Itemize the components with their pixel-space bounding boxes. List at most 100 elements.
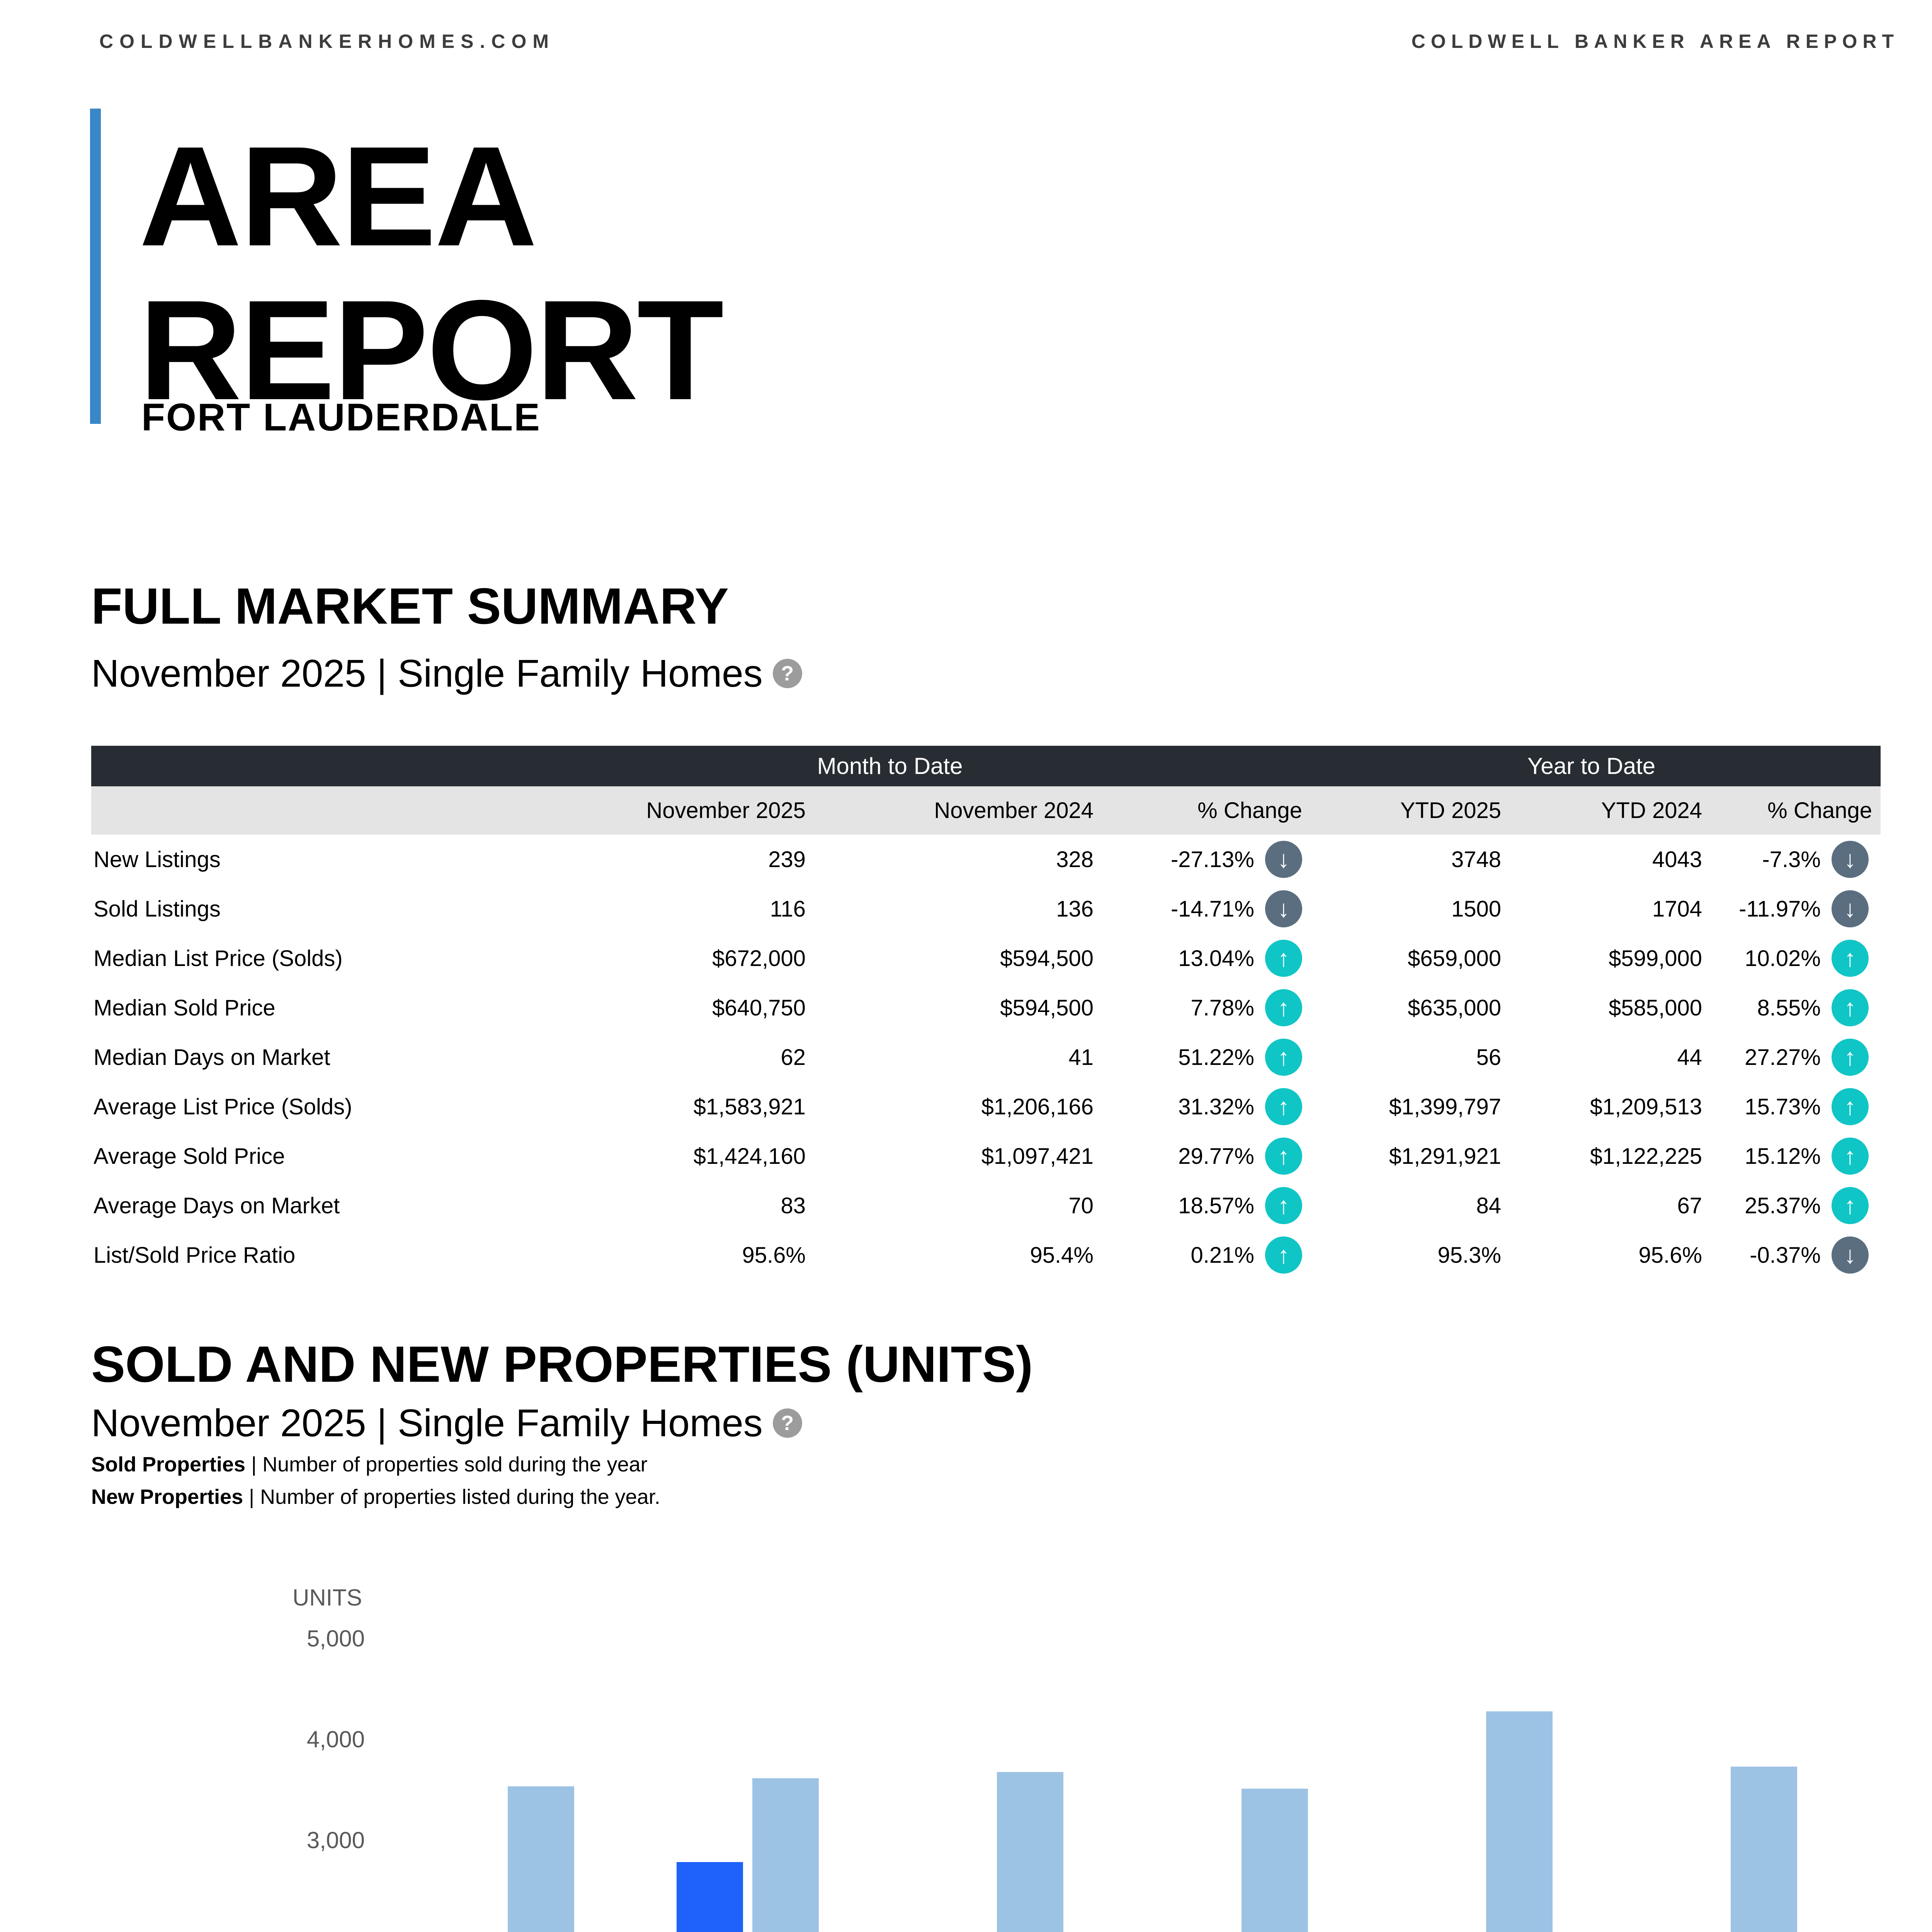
- value-ytd-2024: 95.6%: [1638, 1242, 1702, 1268]
- value-ytd-2025: $1,291,921: [1389, 1143, 1501, 1169]
- bar-new: [1241, 1789, 1308, 1932]
- table-group-header-mtd: Month to Date: [817, 753, 963, 779]
- report-title-line1: AREA: [139, 117, 537, 276]
- bar-sold: [676, 1862, 743, 1932]
- row-label: Average Sold Price: [94, 1143, 285, 1169]
- value-ytd-2024: 4043: [1652, 847, 1702, 872]
- value-ytd-2024: $1,122,225: [1590, 1143, 1702, 1169]
- ytd-change-value: 8.55%: [1757, 995, 1821, 1020]
- value-nov-2024: $594,500: [1000, 995, 1094, 1020]
- change-down-icon: ↓: [1265, 841, 1302, 878]
- series-definitions: Sold Properties | Number of properties s…: [91, 1448, 660, 1513]
- properties-subheading-text: November 2025 | Single Family Homes: [91, 1401, 763, 1445]
- change-up-icon: ↑: [1832, 940, 1869, 977]
- header-left-url: COLDWELLBANKERHOMES.COM: [99, 31, 555, 52]
- mtd-change-cell: 18.57% ↑: [1094, 1181, 1302, 1230]
- bar-new: [752, 1778, 819, 1932]
- chart-y-axis-title: UNITS: [293, 1585, 362, 1611]
- properties-subheading: November 2025 | Single Family Homes ?: [91, 1402, 802, 1444]
- ytd-change-value: 25.37%: [1745, 1193, 1821, 1218]
- value-ytd-2025: 95.3%: [1437, 1242, 1501, 1268]
- row-label: Average List Price (Solds): [94, 1094, 352, 1119]
- table-row: Average List Price (Solds) $1,583,921 $1,2…: [91, 1082, 1881, 1131]
- table-row: Median Sold Price $640,750 $594,500 7.78% ↑ $…: [91, 983, 1881, 1032]
- ytd-change-cell: 25.37% ↑: [1702, 1181, 1881, 1230]
- y-tick-label: 3,000: [306, 1827, 365, 1853]
- row-label: Median Sold Price: [94, 995, 276, 1020]
- change-up-icon: ↑: [1832, 1138, 1869, 1175]
- row-label: Median Days on Market: [94, 1044, 330, 1070]
- ytd-change-cell: -0.37% ↓: [1702, 1230, 1881, 1280]
- value-nov-2024: 136: [1056, 896, 1094, 922]
- value-nov-2024: $1,206,166: [981, 1094, 1094, 1119]
- header-right-title: COLDWELL BANKER AREA REPORT: [1411, 31, 1899, 52]
- table-group-header-row: Month to Date Year to Date: [91, 746, 1881, 786]
- report-location: FORT LAUDERDALE: [141, 396, 541, 439]
- value-ytd-2024: 44: [1677, 1044, 1702, 1070]
- table-row: Median Days on Market 62 41 51.22% ↑ 56 44 27.2…: [91, 1032, 1881, 1082]
- y-tick-label: 5,000: [306, 1626, 365, 1651]
- ytd-change-value: -7.3%: [1762, 847, 1821, 872]
- row-label: Average Days on Market: [94, 1193, 340, 1218]
- change-up-icon: ↑: [1265, 1039, 1302, 1076]
- change-up-icon: ↑: [1265, 1138, 1302, 1175]
- definition-sold: Sold Properties | Number of properties s…: [91, 1448, 660, 1481]
- help-icon[interactable]: ?: [772, 1408, 802, 1438]
- mtd-change-cell: 7.78% ↑: [1094, 983, 1302, 1032]
- table-row: Average Sold Price $1,424,160 $1,097,421 29…: [91, 1131, 1881, 1181]
- row-label: Sold Listings: [94, 896, 221, 922]
- report-title: AREA REPORT: [139, 117, 724, 427]
- mtd-change-cell: 0.21% ↑: [1094, 1230, 1302, 1280]
- value-ytd-2025: 56: [1476, 1044, 1501, 1070]
- column-header: % Change: [1767, 798, 1872, 823]
- column-header: YTD 2025: [1400, 798, 1501, 823]
- ytd-change-cell: 8.55% ↑: [1702, 983, 1881, 1032]
- ytd-change-value: 10.02%: [1745, 946, 1821, 971]
- value-nov-2025: 83: [781, 1193, 806, 1218]
- value-ytd-2024: $1,209,513: [1590, 1094, 1702, 1119]
- ytd-change-value: -11.97%: [1739, 896, 1821, 922]
- mtd-change-value: 31.32%: [1178, 1094, 1254, 1119]
- bar-group-2025: [1604, 1641, 1848, 1932]
- definition-sold-term: Sold Properties: [91, 1453, 246, 1476]
- value-ytd-2024: 67: [1677, 1193, 1702, 1218]
- change-up-icon: ↑: [1265, 1088, 1302, 1125]
- change-up-icon: ↑: [1832, 1088, 1869, 1125]
- value-ytd-2025: $1,399,797: [1389, 1094, 1501, 1119]
- row-label: List/Sold Price Ratio: [94, 1242, 296, 1268]
- ytd-change-value: 27.27%: [1745, 1044, 1821, 1070]
- change-down-icon: ↓: [1832, 1236, 1869, 1274]
- ytd-change-cell: 10.02% ↑: [1702, 934, 1881, 983]
- value-ytd-2025: $659,000: [1408, 946, 1501, 971]
- mtd-change-value: -27.13%: [1170, 847, 1254, 872]
- bar-new: [1486, 1711, 1553, 1932]
- value-ytd-2025: 1500: [1451, 896, 1501, 922]
- y-tick-label: 2,000: [257, 1927, 365, 1932]
- column-header-spacer: [91, 786, 478, 835]
- ytd-change-cell: -11.97% ↓: [1702, 884, 1881, 934]
- definition-new-term: New Properties: [91, 1485, 243, 1509]
- help-icon[interactable]: ?: [772, 659, 802, 688]
- mtd-change-value: 51.22%: [1178, 1044, 1254, 1070]
- column-header: % Change: [1197, 798, 1302, 823]
- ytd-change-cell: 15.12% ↑: [1702, 1131, 1881, 1181]
- value-nov-2025: 239: [768, 847, 806, 872]
- value-nov-2024: 95.4%: [1030, 1242, 1094, 1268]
- units-bar-chart: [381, 1641, 1848, 1932]
- bar-group-2022: [870, 1641, 1114, 1932]
- table-group-header-ytd: Year to Date: [1527, 753, 1656, 779]
- bar-new: [997, 1772, 1063, 1932]
- bar-group-2020: [381, 1641, 625, 1932]
- summary-heading: FULL MARKET SUMMARY: [91, 578, 729, 634]
- definition-new-text: | Number of properties listed during the…: [243, 1485, 660, 1509]
- value-nov-2025: $1,424,160: [693, 1143, 806, 1169]
- bar-group-2023: [1114, 1641, 1359, 1932]
- mtd-change-value: -14.71%: [1170, 896, 1254, 922]
- value-nov-2025: 95.6%: [742, 1242, 806, 1268]
- ytd-change-cell: -7.3% ↓: [1702, 835, 1881, 884]
- value-ytd-2025: 84: [1476, 1193, 1501, 1218]
- group-header-spacer: [91, 746, 478, 786]
- ytd-change-cell: 27.27% ↑: [1702, 1032, 1881, 1082]
- y-tick-label: 4,000: [306, 1726, 365, 1752]
